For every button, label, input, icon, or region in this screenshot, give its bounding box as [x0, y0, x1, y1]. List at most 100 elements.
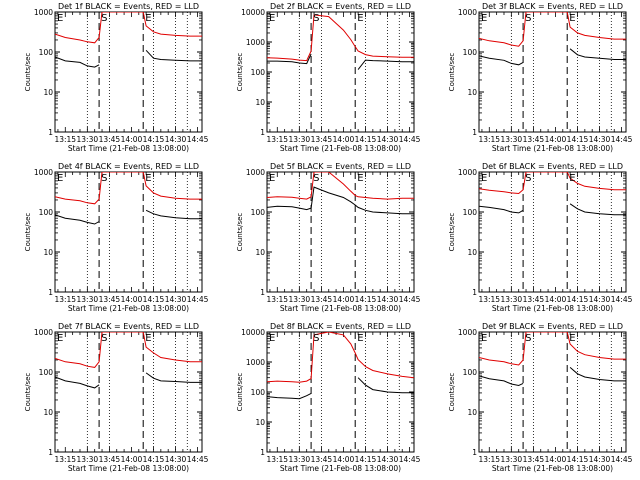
x-tick-label: 13:30 — [77, 455, 99, 464]
y-axis-label: Counts/sec — [24, 53, 32, 92]
interval-marker-label: E — [145, 173, 151, 184]
interval-marker-label: E — [145, 333, 151, 344]
lld-series-line — [55, 332, 202, 368]
chart-title: Det 3f BLACK = Events, RED = LLD — [482, 2, 623, 11]
x-tick-label: 14:45 — [187, 295, 209, 304]
chart-title: Det 9f BLACK = Events, RED = LLD — [482, 322, 623, 331]
x-tick-label: 14:15 — [143, 455, 165, 464]
y-tick-label: 1 — [260, 288, 265, 297]
x-tick-label: 14:00 — [545, 455, 567, 464]
x-tick-label: 13:30 — [289, 295, 311, 304]
x-tick-label: 14:30 — [377, 455, 399, 464]
y-tick-label: 10 — [467, 248, 477, 257]
y-tick-label: 10 — [467, 408, 477, 417]
x-tick-label: 14:15 — [567, 135, 589, 144]
lld-series-line — [267, 332, 414, 383]
y-tick-label: 100 — [251, 388, 266, 397]
x-axis-label: Start Time (21-Feb-08 13:08:00) — [280, 304, 401, 313]
x-axis-label: Start Time (21-Feb-08 13:08:00) — [280, 464, 401, 473]
x-tick-label: 13:45 — [99, 135, 121, 144]
events-series-line — [145, 49, 202, 62]
y-tick-label: 1000 — [458, 8, 477, 17]
chart-panel-2: Det 2f BLACK = Events, RED = LLD 1 10 100 10… — [236, 2, 421, 153]
y-tick-label: 1000 — [458, 328, 477, 337]
interval-marker-label: S — [101, 333, 107, 344]
events-series-line — [267, 53, 312, 65]
events-series-line — [145, 372, 202, 383]
y-tick-label: 1 — [48, 128, 53, 137]
x-tick-label: 13:15 — [478, 135, 500, 144]
x-axis-label: Start Time (21-Feb-08 13:08:00) — [68, 144, 189, 153]
lld-series-line — [55, 172, 202, 205]
plot-frame — [266, 171, 415, 293]
chart-title: Det 2f BLACK = Events, RED = LLD — [270, 2, 411, 11]
y-tick-label: 100 — [39, 368, 54, 377]
x-tick-label: 13:15 — [266, 455, 288, 464]
chart-title: Det 6f BLACK = Events, RED = LLD — [482, 162, 623, 171]
x-tick-label: 13:30 — [289, 455, 311, 464]
y-tick-label: 1 — [48, 448, 53, 457]
x-tick-label: 14:15 — [355, 455, 377, 464]
y-axis-label: Counts/sec — [236, 373, 244, 412]
x-tick-label: 14:30 — [589, 295, 611, 304]
events-series-line — [479, 205, 524, 214]
events-series-line — [55, 56, 100, 68]
interval-marker-label: E — [569, 13, 575, 24]
y-tick-label: 100 — [463, 368, 478, 377]
x-tick-label: 14:30 — [165, 295, 187, 304]
x-tick-label: 13:30 — [289, 135, 311, 144]
y-tick-label: 100 — [463, 48, 478, 57]
events-series-line — [479, 375, 524, 387]
x-tick-label: 13:15 — [54, 295, 76, 304]
y-axis-label: Counts/sec — [236, 213, 244, 252]
chart-panel-7: Det 7f BLACK = Events, RED = LLD 1 10 100 10… — [24, 322, 209, 473]
interval-marker-label: E — [481, 333, 487, 344]
chart-panel-8: Det 8f BLACK = Events, RED = LLD 1 10 100 10… — [236, 322, 421, 473]
x-tick-label: 13:15 — [478, 455, 500, 464]
x-tick-label: 14:30 — [589, 135, 611, 144]
chart-panel-5: Det 5f BLACK = Events, RED = LLD 1 10 100 10… — [236, 162, 421, 313]
y-tick-label: 1000 — [34, 328, 53, 337]
y-tick-label: 1000 — [34, 8, 53, 17]
interval-marker-label: E — [57, 333, 63, 344]
plot-frame — [478, 331, 627, 453]
x-tick-label: 14:00 — [333, 455, 355, 464]
x-tick-label: 13:45 — [311, 295, 333, 304]
x-tick-label: 14:45 — [399, 295, 421, 304]
y-tick-label: 1 — [472, 448, 477, 457]
events-series-line — [55, 376, 100, 389]
x-tick-label: 14:45 — [611, 135, 633, 144]
y-tick-label: 100 — [39, 48, 54, 57]
y-tick-label: 10 — [255, 248, 265, 257]
x-tick-label: 13:30 — [501, 295, 523, 304]
y-tick-label: 10 — [255, 98, 265, 107]
x-tick-label: 14:45 — [399, 135, 421, 144]
y-axis-label: Counts/sec — [236, 53, 244, 92]
y-tick-label: 100 — [39, 208, 54, 217]
interval-marker-label: E — [357, 333, 363, 344]
x-tick-label: 14:00 — [333, 295, 355, 304]
events-series-line — [569, 48, 626, 60]
x-tick-label: 14:45 — [399, 455, 421, 464]
interval-marker-label: E — [269, 173, 275, 184]
chart-panel-4: Det 4f BLACK = Events, RED = LLD 1 10 100 10… — [24, 162, 209, 313]
chart-title: Det 5f BLACK = Events, RED = LLD — [270, 162, 411, 171]
y-axis-label: Counts/sec — [24, 373, 32, 412]
interval-marker-label: E — [481, 13, 487, 24]
x-tick-label: 13:45 — [311, 135, 333, 144]
plot-frame — [54, 11, 203, 133]
y-tick-label: 1 — [48, 288, 53, 297]
y-tick-label: 10 — [467, 88, 477, 97]
y-tick-label: 1000 — [246, 38, 265, 47]
x-tick-label: 13:45 — [311, 455, 333, 464]
events-series-line — [267, 186, 414, 215]
interval-marker-label: E — [357, 173, 363, 184]
x-tick-label: 14:45 — [611, 455, 633, 464]
x-tick-label: 14:15 — [143, 295, 165, 304]
interval-marker-label: S — [313, 13, 319, 24]
interval-marker-label: S — [101, 173, 107, 184]
y-tick-label: 1000 — [458, 168, 477, 177]
x-tick-label: 13:45 — [523, 135, 545, 144]
x-tick-label: 14:15 — [567, 455, 589, 464]
